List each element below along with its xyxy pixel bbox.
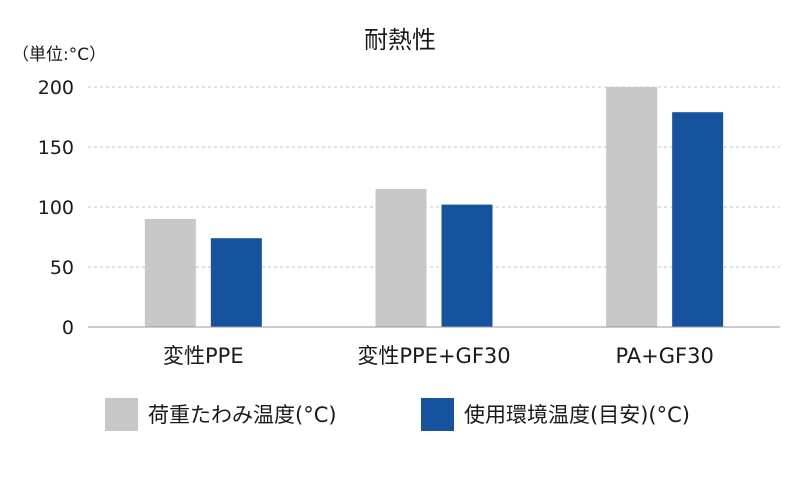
bar-deflection-temp [144,219,196,327]
y-tick-label: 100 [38,197,74,219]
legend-swatch [105,398,138,431]
x-axis-ticks: 変性PPE 変性PPE+GF30 PA+GF30 [163,344,714,368]
bar-deflection-temp [375,189,427,327]
y-tick-label: 200 [38,77,74,99]
bar-deflection-temp [606,87,658,327]
bar-service-temp [210,238,262,327]
y-tick-label: 150 [38,137,74,159]
x-tick-label: PA+GF30 [615,344,713,368]
legend: 荷重たわみ温度(°C) 使用環境温度(目安)(°C) [105,398,690,431]
x-tick-label: 変性PPE+GF30 [357,344,510,368]
bars [144,87,724,327]
y-tick-label: 0 [62,317,74,339]
unit-label: （単位:°C） [12,45,106,65]
bar-service-temp [441,204,493,327]
legend-label: 使用環境温度(目安)(°C) [464,403,690,427]
chart-title: 耐熱性 [364,26,436,54]
y-tick-label: 50 [50,257,74,279]
gridlines [88,86,780,268]
legend-swatch [421,398,454,431]
y-axis-ticks: 0 50 100 150 200 [38,77,74,339]
legend-label: 荷重たわみ温度(°C) [148,403,337,427]
x-tick-label: 変性PPE [163,344,244,368]
bar-service-temp [672,112,724,327]
